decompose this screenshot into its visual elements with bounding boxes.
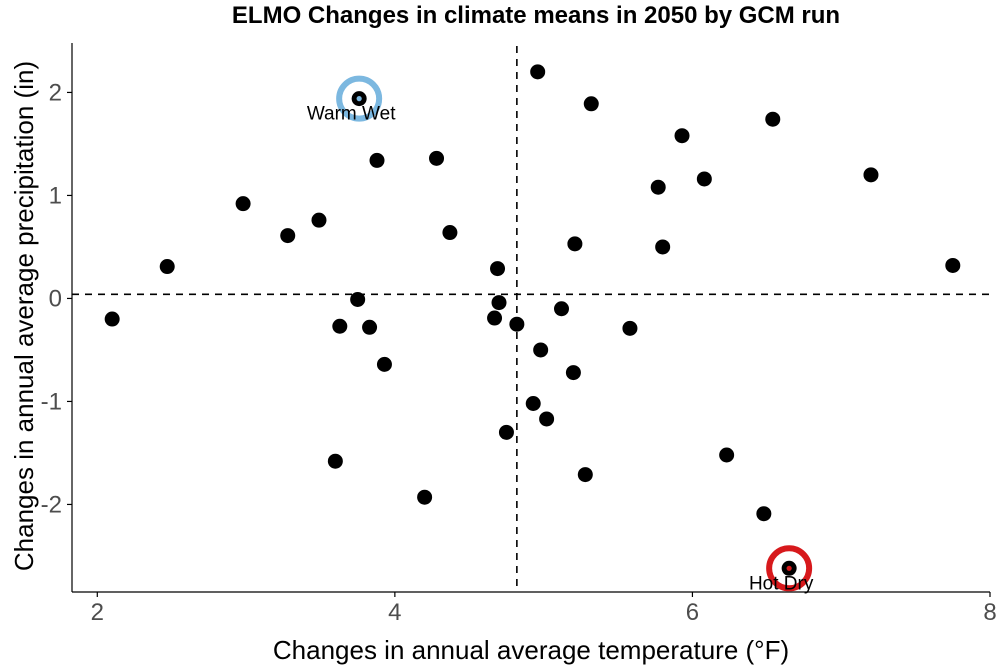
y-axis-title: Changes in annual average precipitation … bbox=[9, 61, 39, 571]
y-tick-label: 1 bbox=[49, 182, 62, 209]
data-point bbox=[369, 152, 385, 168]
data-point bbox=[311, 212, 327, 228]
data-point bbox=[487, 310, 503, 326]
data-point bbox=[159, 259, 175, 275]
highlight-label: Warm Wet bbox=[307, 104, 396, 125]
data-point bbox=[655, 239, 671, 255]
highlight-center bbox=[786, 565, 792, 571]
data-point bbox=[491, 295, 507, 311]
data-point bbox=[533, 342, 549, 358]
data-point bbox=[417, 489, 433, 505]
data-point bbox=[429, 150, 445, 166]
data-point bbox=[525, 396, 541, 412]
y-tick-label: -2 bbox=[41, 491, 62, 518]
data-point bbox=[104, 311, 120, 327]
highlight-label: Hot Dry bbox=[749, 573, 814, 594]
x-tick-label: 4 bbox=[388, 599, 401, 626]
chart-title: ELMO Changes in climate means in 2050 by… bbox=[232, 2, 840, 29]
data-point bbox=[362, 319, 378, 335]
data-point bbox=[554, 301, 570, 317]
y-tick-label: 2 bbox=[49, 79, 62, 106]
data-point bbox=[332, 318, 348, 334]
data-point bbox=[577, 467, 593, 483]
data-point bbox=[327, 453, 343, 469]
data-point bbox=[498, 424, 514, 440]
data-point bbox=[765, 111, 781, 127]
data-point bbox=[583, 96, 599, 112]
data-point bbox=[674, 128, 690, 144]
data-point bbox=[280, 228, 296, 244]
data-point bbox=[442, 225, 458, 241]
y-tick-label: -1 bbox=[41, 388, 62, 415]
data-point bbox=[719, 447, 735, 463]
x-axis-title: Changes in annual average temperature (°… bbox=[273, 635, 789, 665]
data-point bbox=[565, 365, 581, 381]
data-point bbox=[509, 316, 525, 332]
data-point bbox=[490, 261, 506, 277]
x-tick-label: 6 bbox=[686, 599, 699, 626]
data-point bbox=[539, 411, 555, 427]
data-point bbox=[756, 506, 772, 522]
data-point bbox=[235, 196, 251, 212]
y-tick-label: 0 bbox=[49, 285, 62, 312]
x-tick-label: 2 bbox=[91, 599, 104, 626]
plot-area: 2 4 6 8 -2 -1 0 1 2 Warm Wet Hot Dry bbox=[41, 43, 997, 626]
data-point bbox=[530, 64, 546, 80]
data-point bbox=[350, 291, 366, 307]
highlight-center bbox=[356, 96, 362, 102]
data-point bbox=[622, 320, 638, 336]
data-point bbox=[567, 236, 583, 252]
data-point bbox=[650, 179, 666, 195]
data-point bbox=[945, 257, 961, 273]
x-tick-label: 8 bbox=[983, 599, 996, 626]
data-point bbox=[376, 356, 392, 372]
data-point bbox=[696, 171, 712, 187]
data-point bbox=[863, 167, 879, 183]
